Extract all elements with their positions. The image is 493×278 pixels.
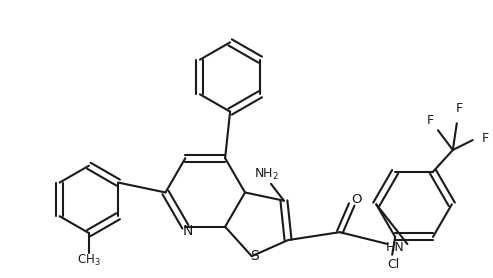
Text: F: F — [426, 114, 433, 127]
Text: S: S — [250, 249, 259, 263]
Text: Cl: Cl — [387, 258, 399, 271]
Text: O: O — [352, 193, 362, 206]
Text: NH$_2$: NH$_2$ — [253, 167, 279, 182]
Text: CH$_3$: CH$_3$ — [77, 253, 101, 268]
Text: N: N — [182, 224, 193, 238]
Text: HN: HN — [386, 240, 405, 254]
Text: F: F — [456, 102, 463, 115]
Text: F: F — [482, 131, 489, 145]
